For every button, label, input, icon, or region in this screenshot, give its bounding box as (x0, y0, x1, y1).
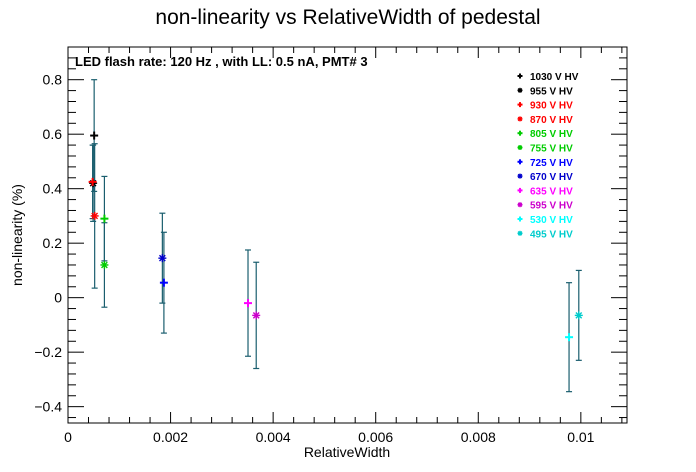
legend-label: 1030 V HV (530, 72, 579, 83)
y-tick-label: 0.6 (43, 126, 63, 142)
data-point (159, 278, 168, 287)
data-point (90, 211, 99, 220)
legend-label: 725 V HV (530, 158, 573, 169)
legend-label: 805 V HV (530, 129, 573, 140)
x-tick-label: 0.006 (358, 429, 393, 445)
legend-marker (517, 130, 523, 136)
x-tick-label: 0.01 (567, 429, 594, 445)
legend-label: 930 V HV (530, 101, 573, 112)
plot-frame (67, 46, 628, 424)
legend-marker (517, 159, 523, 165)
legend-marker (517, 102, 523, 108)
legend: 1030 V HV 955 V HV 930 V HV 870 V HV 805 V H… (517, 72, 579, 240)
y-tick-label: 0.4 (43, 181, 63, 197)
data-point (565, 333, 574, 342)
legend-marker (517, 230, 523, 236)
data-point (244, 299, 253, 308)
chart-annotation: LED flash rate: 120 Hz , with LL: 0.5 nA… (75, 54, 368, 69)
legend-marker (517, 145, 523, 150)
legend-label: 495 V HV (530, 229, 573, 240)
data-point (88, 177, 97, 186)
legend-marker (517, 216, 523, 222)
legend-label: 670 V HV (530, 172, 573, 183)
legend-label: 955 V HV (530, 86, 573, 97)
data-point (100, 214, 109, 223)
y-tick-label: 0 (54, 290, 62, 306)
data-markers (88, 131, 583, 342)
legend-marker (517, 202, 523, 208)
data-point (158, 254, 167, 263)
data-point (100, 260, 109, 269)
error-bars (89, 79, 582, 393)
x-tick-label: 0.008 (461, 429, 496, 445)
y-tick-label: 0.2 (43, 235, 63, 251)
legend-marker (517, 187, 523, 193)
data-point (252, 311, 261, 320)
x-tick-label: 0.004 (256, 429, 291, 445)
legend-label: 755 V HV (530, 144, 573, 155)
x-tick-label: 0 (64, 429, 72, 445)
chart-title: non-linearity vs RelativeWidth of pedest… (155, 6, 540, 29)
x-tick-label: 0.002 (153, 429, 188, 445)
legend-marker (517, 173, 523, 179)
y-tick-label: −0.2 (34, 344, 62, 360)
legend-label: 530 V HV (530, 215, 573, 226)
y-tick-label: 0.8 (43, 72, 63, 88)
y-tick-label: −0.4 (34, 399, 62, 415)
data-point (574, 311, 583, 320)
x-axis-label: RelativeWidth (304, 444, 390, 460)
y-axis-label: non-linearity (%) (9, 184, 25, 286)
legend-label: 870 V HV (530, 115, 573, 126)
legend-marker (517, 87, 523, 93)
legend-label: 595 V HV (530, 201, 573, 212)
axis-ticks: 0 0.002 0.004 0.006 0.008 0.01 −0.4 −0.2 0 0.2 0.4… (34, 46, 627, 445)
legend-label: 635 V HV (530, 186, 573, 197)
data-point (90, 131, 99, 140)
legend-marker (517, 73, 523, 79)
legend-marker (517, 116, 523, 122)
